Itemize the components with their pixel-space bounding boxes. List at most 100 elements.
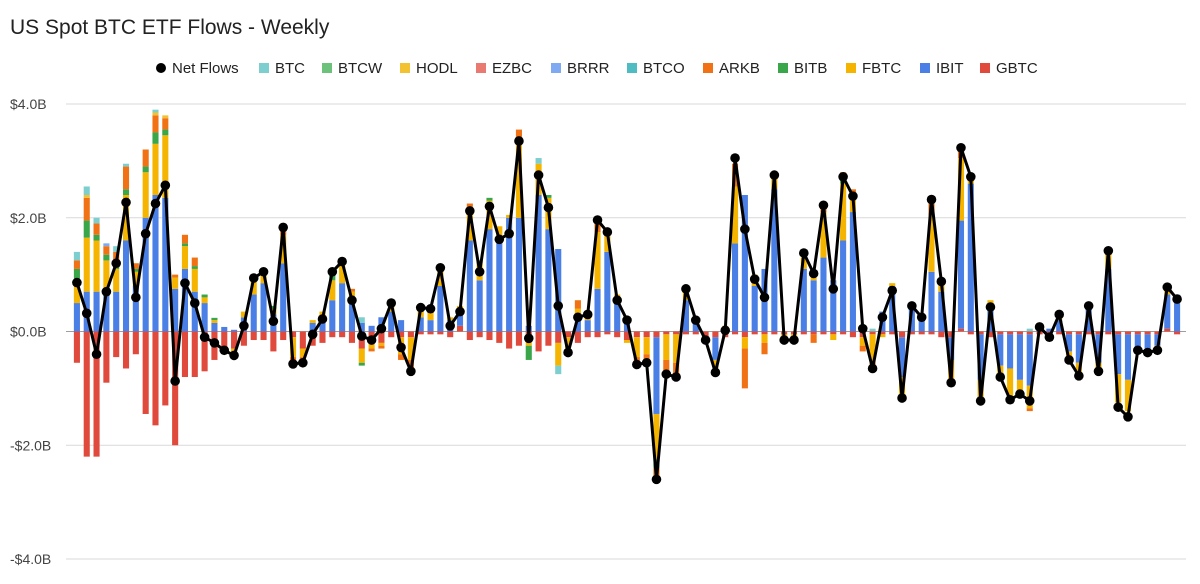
bar-segment-arkb <box>103 246 110 255</box>
bar-segment-gbtc <box>231 331 238 349</box>
bar-segment-fbtc <box>830 334 837 341</box>
bar-segment-fbtc <box>113 268 120 292</box>
net-flows-point <box>612 295 622 306</box>
bar-segment-ibit <box>132 286 139 332</box>
legend-item-net-flows: Net Flows <box>156 58 239 78</box>
bar-segment-ibit <box>1095 334 1102 363</box>
bar-segment-arkb <box>368 348 375 352</box>
legend-item-fbtc: FBTC <box>846 58 901 78</box>
net-flows-point <box>455 306 465 317</box>
bar-segment-gbtc <box>1164 328 1171 332</box>
net-flows-point <box>720 325 731 336</box>
net-flows-point <box>916 312 927 323</box>
net-flows-point <box>573 312 583 323</box>
bar-segment-ibit <box>201 303 208 332</box>
bar-segment-ibit <box>280 263 287 332</box>
bar-segment-ibit <box>1065 334 1073 352</box>
bar-segment-gbtc <box>132 331 139 355</box>
bar-segment-gbtc <box>1115 331 1122 335</box>
net-flows-point <box>799 248 809 258</box>
bar-segment-ibit <box>172 288 179 332</box>
bar-segment-fbtc <box>555 342 562 366</box>
net-flows-point <box>1162 282 1173 292</box>
net-flows-point <box>759 292 770 303</box>
bar-segment-fbtc <box>741 337 748 349</box>
bar-segment-gbtc <box>771 331 778 335</box>
bar-segment-ibit <box>653 337 660 414</box>
legend-swatch-arkb <box>703 63 713 73</box>
net-flows-point <box>1093 366 1104 377</box>
bar-segment-ibit <box>957 220 965 329</box>
net-flows-point <box>298 357 308 368</box>
bar-segment-ibit <box>908 308 915 332</box>
bar-segment-ibit <box>319 317 326 332</box>
net-flows-point <box>818 200 829 211</box>
legend-label-arkb: ARKB <box>719 59 760 77</box>
net-flows-point <box>808 268 819 279</box>
bar-segment-fbtc <box>83 237 90 292</box>
legend-label-brrr: BRRR <box>567 59 610 77</box>
legend-label-btcw: BTCW <box>338 59 383 77</box>
bar-segment-fbtc <box>840 183 847 241</box>
bar-segment-gbtc <box>456 325 464 332</box>
bar-segment-gbtc <box>1105 331 1112 335</box>
legend-swatch-hodl <box>400 63 410 73</box>
bar-segment-ibit <box>1174 303 1181 332</box>
bar-segment-gbtc <box>967 331 974 335</box>
net-flows-point <box>681 284 691 294</box>
bar-segment-gbtc <box>535 331 542 352</box>
bar-segment-fbtc <box>673 334 680 363</box>
net-flows-point <box>160 180 171 191</box>
bar-segment-gbtc <box>388 331 395 338</box>
bar-segment-btc <box>535 158 542 164</box>
net-flows-point <box>632 359 642 370</box>
bar-segment-ibit <box>1105 268 1112 332</box>
bar-segment-gbtc <box>1174 331 1181 335</box>
legend-label-bitb: BITB <box>794 59 828 77</box>
bar-segment-fbtc <box>122 195 130 241</box>
bar-segment-bitb <box>93 234 100 241</box>
bar-segment-fbtc <box>339 263 346 284</box>
bar-segment-gbtc <box>899 331 906 338</box>
bar-segment-brrr <box>103 243 110 247</box>
bar-segment-bitb <box>83 220 90 238</box>
bar-segment-fbtc <box>653 413 660 460</box>
bar-segment-arkb <box>83 197 90 221</box>
legend-item-ezbc: EZBC <box>476 58 532 78</box>
bar-segment-ibit <box>1115 334 1122 375</box>
bar-segment-gbtc <box>997 331 1004 335</box>
bar-segment-ibit <box>162 197 169 332</box>
bar-segment-gbtc <box>1144 331 1151 335</box>
bar-segment-bitb <box>132 268 139 272</box>
net-flows-point <box>111 258 121 269</box>
bar-segment-gbtc <box>1056 331 1063 335</box>
bar-segment-ibit <box>555 249 562 332</box>
bar-segment-fbtc <box>712 359 719 369</box>
net-flows-point <box>533 170 544 180</box>
bar-segment-bitb <box>181 243 189 247</box>
bar-segment-gbtc <box>957 328 965 332</box>
net-flows-point <box>465 206 475 216</box>
bar-segment-fbtc <box>1016 379 1023 395</box>
bar-segment-bitb <box>201 294 208 298</box>
bar-segment-gbtc <box>555 331 562 343</box>
bar-segment-fbtc <box>515 143 522 218</box>
bar-segment-arkb <box>810 334 817 343</box>
y-tick-label: -$4.0B <box>10 551 51 567</box>
y-tick-label: $2.0B <box>10 210 47 226</box>
bar-segment-ibit <box>211 322 218 332</box>
bar-segment-gbtc <box>240 331 247 346</box>
bar-segment-gbtc <box>1124 331 1132 335</box>
bar-segment-gbtc <box>1065 331 1073 335</box>
bar-segment-gbtc <box>348 331 355 343</box>
bar-segment-gbtc <box>221 331 228 352</box>
net-flows-point <box>1064 355 1074 365</box>
net-flows-point <box>1142 347 1153 358</box>
bar-segment-gbtc <box>594 331 601 338</box>
bar-segment-gbtc <box>319 331 326 343</box>
legend-swatch-ezbc <box>476 63 486 73</box>
bar-segment-gbtc <box>427 331 434 335</box>
bar-segment-ibit <box>614 303 621 332</box>
bar-segment-arkb <box>191 257 198 267</box>
